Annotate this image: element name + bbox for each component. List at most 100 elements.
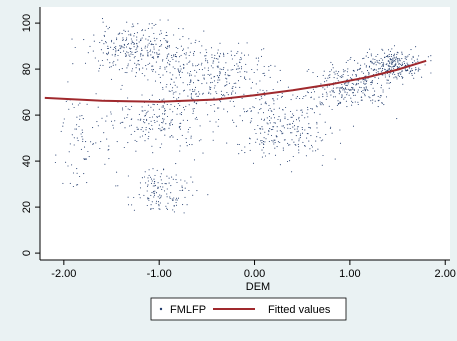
scatter-point bbox=[165, 46, 167, 48]
scatter-point bbox=[278, 107, 280, 109]
scatter-point bbox=[146, 119, 148, 122]
scatter-point bbox=[67, 165, 69, 167]
scatter-point bbox=[361, 71, 363, 73]
scatter-point bbox=[384, 74, 386, 76]
scatter-point bbox=[297, 125, 299, 128]
scatter-point bbox=[344, 70, 346, 72]
scatter-point bbox=[83, 158, 85, 160]
scatter-point bbox=[310, 97, 312, 99]
scatter-point bbox=[261, 156, 263, 158]
scatter-point bbox=[361, 99, 363, 101]
scatter-point bbox=[75, 184, 78, 186]
scatter-point bbox=[320, 140, 322, 142]
scatter-point bbox=[173, 91, 175, 93]
scatter-point bbox=[401, 58, 403, 60]
scatter-point bbox=[257, 112, 259, 114]
scatter-point bbox=[391, 48, 393, 50]
scatter-point bbox=[162, 122, 164, 124]
scatter-point bbox=[269, 122, 271, 124]
scatter-point bbox=[130, 118, 132, 121]
scatter-point bbox=[319, 137, 321, 139]
scatter-point bbox=[171, 199, 174, 201]
scatter-point bbox=[79, 115, 81, 117]
scatter-point bbox=[131, 51, 133, 53]
scatter-point bbox=[120, 45, 122, 47]
scatter-point bbox=[236, 52, 238, 54]
scatter-point bbox=[344, 91, 346, 93]
scatter-point bbox=[161, 60, 164, 62]
scatter-point bbox=[185, 138, 187, 140]
scatter-point bbox=[168, 45, 171, 47]
scatter-point bbox=[408, 72, 410, 74]
scatter-point bbox=[159, 202, 161, 204]
scatter-point bbox=[211, 56, 213, 59]
scatter-point bbox=[370, 55, 372, 57]
scatter-point bbox=[264, 75, 266, 77]
scatter-point bbox=[302, 97, 304, 100]
scatter-point bbox=[223, 54, 225, 56]
scatter-point bbox=[153, 194, 156, 196]
scatter-point bbox=[273, 117, 276, 119]
scatter-point bbox=[210, 77, 212, 79]
scatter-point bbox=[79, 118, 81, 120]
scatter-point bbox=[200, 64, 202, 66]
scatter-point bbox=[276, 126, 278, 128]
scatter-point bbox=[293, 141, 295, 143]
scatter-point bbox=[166, 54, 168, 56]
scatter-point bbox=[316, 127, 318, 129]
scatter-point bbox=[100, 49, 102, 51]
scatter-point bbox=[162, 120, 164, 122]
scatter-point bbox=[290, 132, 292, 134]
scatter-point bbox=[264, 102, 266, 104]
scatter-point bbox=[329, 74, 331, 76]
scatter-point bbox=[127, 108, 129, 110]
scatter-point bbox=[173, 96, 175, 98]
scatter-point bbox=[164, 110, 166, 112]
scatter-point bbox=[144, 122, 146, 124]
scatter-point bbox=[112, 127, 115, 129]
scatter-point bbox=[118, 69, 120, 71]
scatter-point bbox=[219, 79, 221, 81]
scatter-point bbox=[112, 62, 114, 64]
scatter-point bbox=[101, 39, 103, 41]
scatter-point bbox=[171, 119, 174, 121]
scatter-point bbox=[368, 72, 370, 74]
scatter-point bbox=[153, 181, 156, 183]
scatter-point bbox=[159, 45, 161, 48]
scatter-point bbox=[107, 47, 109, 50]
scatter-point bbox=[273, 114, 275, 116]
scatter-point bbox=[249, 78, 251, 80]
scatter-point bbox=[105, 40, 107, 43]
scatter-point bbox=[229, 100, 231, 102]
scatter-point bbox=[402, 64, 404, 66]
scatter-point bbox=[371, 102, 374, 104]
scatter-point bbox=[161, 129, 163, 131]
scatter-point bbox=[387, 54, 389, 57]
scatter-point bbox=[119, 122, 121, 124]
scatter-point bbox=[277, 81, 279, 83]
scatter-point bbox=[346, 106, 348, 108]
scatter-point bbox=[348, 81, 350, 84]
scatter-point bbox=[107, 47, 109, 49]
scatter-point bbox=[121, 33, 123, 35]
scatter-point bbox=[192, 110, 194, 112]
scatter-point bbox=[96, 121, 98, 123]
scatter-point bbox=[395, 56, 398, 58]
scatter-point bbox=[299, 97, 301, 100]
scatter-point bbox=[318, 96, 320, 98]
scatter-point bbox=[108, 26, 111, 28]
scatter-point bbox=[190, 135, 192, 137]
scatter-point bbox=[357, 62, 359, 64]
scatter-point bbox=[176, 86, 178, 88]
scatter-point bbox=[360, 99, 362, 101]
scatter-point bbox=[214, 85, 216, 87]
scatter-point bbox=[394, 64, 397, 66]
scatter-point bbox=[155, 200, 158, 202]
scatter-point bbox=[343, 98, 345, 100]
scatter-point bbox=[125, 39, 127, 42]
scatter-point bbox=[154, 40, 156, 42]
scatter-point bbox=[360, 64, 362, 66]
scatter-point bbox=[162, 128, 164, 130]
x-tick-label: 1.00 bbox=[339, 268, 360, 280]
scatter-point bbox=[279, 130, 281, 132]
